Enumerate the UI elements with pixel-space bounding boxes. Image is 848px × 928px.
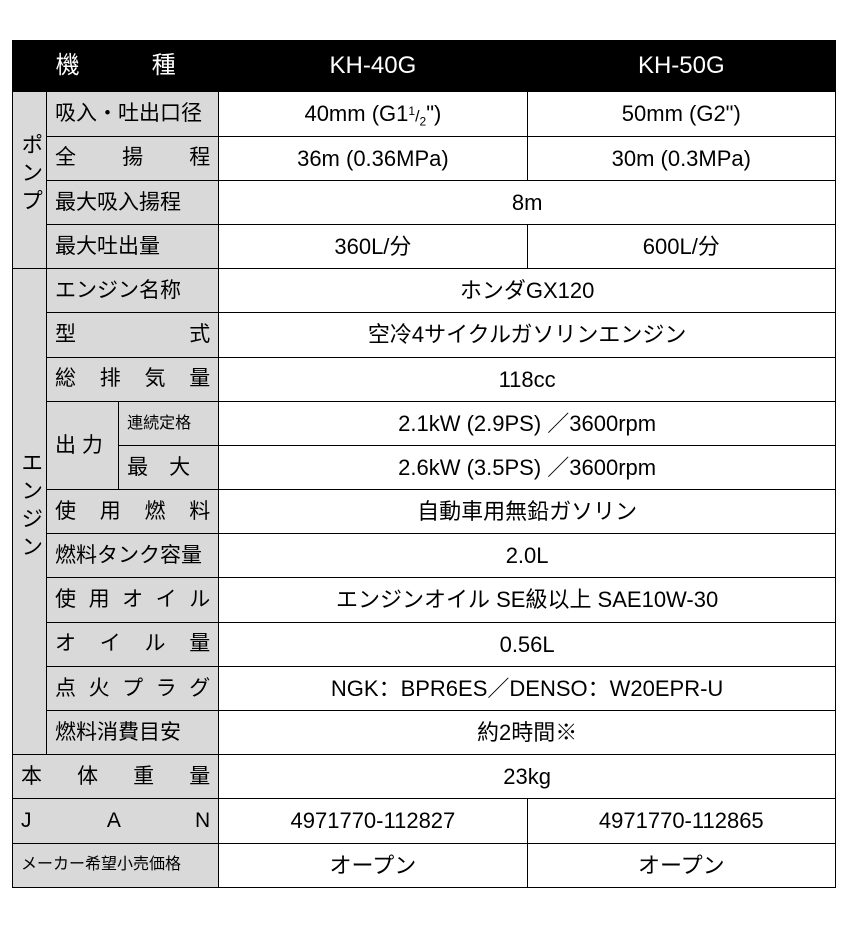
value-engine-disp: 118cc <box>219 357 836 401</box>
value-oilamt: 0.56L <box>219 622 836 666</box>
row-engine-output-max: 最 大 2.6kW (3.5PS) ／3600rpm <box>13 445 836 489</box>
value-port-40g: 40mm (G11/2") <box>219 92 527 136</box>
value-fuel: 自動車用無鉛ガソリン <box>219 490 836 534</box>
value-jan-40g: 4971770-112827 <box>219 799 527 843</box>
label-plug: 点火プラグ <box>47 666 219 710</box>
label-engine-name: エンジン名称 <box>47 269 219 313</box>
row-jan: J A N 4971770-112827 4971770-112865 <box>13 799 836 843</box>
value-head-50g: 30m (0.3MPa) <box>527 136 835 180</box>
row-engine-consump: 燃料消費目安 約2時間※ <box>13 711 836 755</box>
value-discharge-50g: 600L/分 <box>527 224 835 268</box>
value-output-max: 2.6kW (3.5PS) ／3600rpm <box>219 445 836 489</box>
value-port-50g: 50mm (G2") <box>527 92 835 136</box>
table-wrapper: 機 種 KH-40G KH-50G ポンプ 吸入・吐出口径 40mm (G11/… <box>0 0 848 928</box>
label-head: 全 揚 程 <box>47 136 219 180</box>
row-pump-head: 全 揚 程 36m (0.36MPa) 30m (0.3MPa) <box>13 136 836 180</box>
label-weight: 本 体 重 量 <box>13 755 219 799</box>
label-output-max: 最 大 <box>119 445 219 489</box>
header-kh50g: KH-50G <box>527 41 835 92</box>
header-row: 機 種 KH-40G KH-50G <box>13 41 836 92</box>
label-oil: 使用オイル <box>47 578 219 622</box>
value-price-50g: オープン <box>527 843 835 887</box>
row-engine-oilamt: オ イ ル 量 0.56L <box>13 622 836 666</box>
row-pump-port: ポンプ 吸入・吐出口径 40mm (G11/2") 50mm (G2") <box>13 92 836 136</box>
row-engine-name: エンジン エンジン名称 ホンダGX120 <box>13 269 836 313</box>
label-discharge: 最大吐出量 <box>47 224 219 268</box>
value-consump: 約2時間※ <box>219 711 836 755</box>
value-suction: 8m <box>219 180 836 224</box>
value-plug: NGK：BPR6ES／DENSO：W20EPR-U <box>219 666 836 710</box>
row-engine-tank: 燃料タンク容量 2.0L <box>13 534 836 578</box>
label-price: メーカー希望小売価格 <box>13 843 219 887</box>
header-kh40g: KH-40G <box>219 41 527 92</box>
value-engine-type: 空冷4サイクルガソリンエンジン <box>219 313 836 357</box>
value-discharge-40g: 360L/分 <box>219 224 527 268</box>
group-pump: ポンプ <box>13 92 47 269</box>
label-output: 出 力 <box>47 401 119 489</box>
label-suction: 最大吸入揚程 <box>47 180 219 224</box>
label-consump: 燃料消費目安 <box>47 711 219 755</box>
row-engine-type: 型 式 空冷4サイクルガソリンエンジン <box>13 313 836 357</box>
row-engine-output-cont: 出 力 連続定格 2.1kW (2.9PS) ／3600rpm <box>13 401 836 445</box>
label-jan: J A N <box>13 799 219 843</box>
row-engine-oil: 使用オイル エンジンオイル SE級以上 SAE10W-30 <box>13 578 836 622</box>
row-price: メーカー希望小売価格 オープン オープン <box>13 843 836 887</box>
value-engine-name: ホンダGX120 <box>219 269 836 313</box>
label-engine-disp: 総 排 気 量 <box>47 357 219 401</box>
label-output-cont: 連続定格 <box>119 401 219 445</box>
label-tank: 燃料タンク容量 <box>47 534 219 578</box>
value-jan-50g: 4971770-112865 <box>527 799 835 843</box>
header-model: 機 種 <box>13 41 219 92</box>
label-fuel: 使 用 燃 料 <box>47 490 219 534</box>
value-price-40g: オープン <box>219 843 527 887</box>
value-head-40g: 36m (0.36MPa) <box>219 136 527 180</box>
row-engine-disp: 総 排 気 量 118cc <box>13 357 836 401</box>
value-weight: 23kg <box>219 755 836 799</box>
row-pump-discharge: 最大吐出量 360L/分 600L/分 <box>13 224 836 268</box>
value-tank: 2.0L <box>219 534 836 578</box>
row-engine-plug: 点火プラグ NGK：BPR6ES／DENSO：W20EPR-U <box>13 666 836 710</box>
spec-table: 機 種 KH-40G KH-50G ポンプ 吸入・吐出口径 40mm (G11/… <box>12 40 836 888</box>
value-oil: エンジンオイル SE級以上 SAE10W-30 <box>219 578 836 622</box>
label-port: 吸入・吐出口径 <box>47 92 219 136</box>
row-pump-suction: 最大吸入揚程 8m <box>13 180 836 224</box>
value-output-cont: 2.1kW (2.9PS) ／3600rpm <box>219 401 836 445</box>
group-engine: エンジン <box>13 269 47 755</box>
row-engine-fuel: 使 用 燃 料 自動車用無鉛ガソリン <box>13 490 836 534</box>
label-engine-type: 型 式 <box>47 313 219 357</box>
row-weight: 本 体 重 量 23kg <box>13 755 836 799</box>
label-oilamt: オ イ ル 量 <box>47 622 219 666</box>
